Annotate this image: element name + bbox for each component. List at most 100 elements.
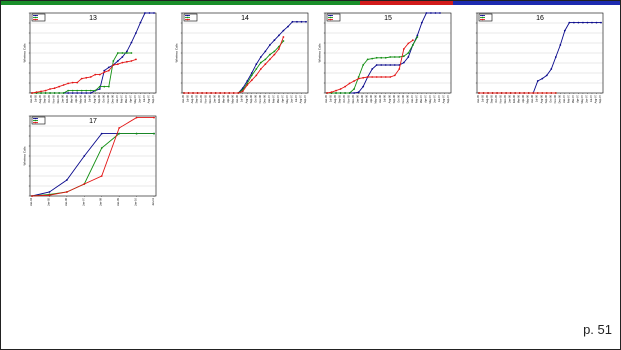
data-point xyxy=(366,58,369,61)
data-point xyxy=(371,68,374,70)
series-line xyxy=(478,92,557,94)
data-point xyxy=(407,42,410,45)
x-tick-label: Dec-06 xyxy=(262,94,266,103)
x-tick-label: Aug-07 xyxy=(593,94,597,103)
data-point xyxy=(40,92,42,94)
data-point xyxy=(259,61,262,64)
data-point xyxy=(98,88,101,90)
x-tick-label: Aug-05 xyxy=(485,94,489,103)
x-tick-label: Jun-05 xyxy=(29,94,33,102)
x-tick-label: Jul-05 xyxy=(481,94,485,102)
data-point xyxy=(58,92,61,94)
data-point xyxy=(98,85,101,88)
x-tick-label: May-06 xyxy=(526,94,530,103)
chart-title: 17 xyxy=(89,118,97,125)
top-bar-green xyxy=(1,1,361,5)
data-point xyxy=(282,40,285,42)
data-point xyxy=(362,85,365,88)
data-point xyxy=(273,53,276,56)
legend-marker xyxy=(481,17,484,19)
x-tick-label: Oct-05 xyxy=(47,94,51,102)
data-point xyxy=(76,89,79,92)
x-tick-label: Dec-06 xyxy=(557,94,561,103)
legend xyxy=(326,13,341,22)
x-tick-label: Sep-07 xyxy=(598,94,602,103)
data-point xyxy=(130,41,133,44)
x-tick-label: Dec-05 xyxy=(351,94,355,103)
legend-marker xyxy=(329,15,332,17)
data-point xyxy=(362,76,365,79)
x-tick-label: Apr-06 xyxy=(369,94,373,102)
x-tick-label: Dec-06 xyxy=(110,94,114,103)
y-axis-label: Wireless Calls xyxy=(318,43,322,63)
data-point xyxy=(246,84,249,86)
data-point xyxy=(49,92,51,94)
data-point xyxy=(250,74,253,77)
x-tick-label: Sep-07 xyxy=(446,94,450,103)
data-point xyxy=(357,76,360,78)
data-point xyxy=(65,191,68,193)
series-line xyxy=(183,40,285,94)
data-point xyxy=(586,21,589,24)
x-tick-label: Jan-06 xyxy=(356,94,360,102)
grid-lines xyxy=(182,22,308,84)
data-point xyxy=(393,56,396,58)
data-point xyxy=(425,12,428,14)
data-point xyxy=(491,92,494,94)
data-point xyxy=(112,60,115,62)
x-tick-label: Sep-06 xyxy=(97,94,101,103)
x-tick-label: Mar-06 xyxy=(517,94,521,103)
data-point xyxy=(250,79,253,82)
legend-box xyxy=(478,13,493,22)
x-tick-label: Dec-05 xyxy=(56,94,60,103)
data-point xyxy=(407,56,410,58)
data-point xyxy=(402,55,405,58)
legend-box xyxy=(31,116,46,125)
x-tick-label: Jan-08 xyxy=(99,197,103,205)
data-point xyxy=(80,92,83,94)
x-tick-label: Jan-07 xyxy=(267,94,271,102)
x-tick-label: Dec-05 xyxy=(503,94,507,103)
data-point xyxy=(545,74,548,77)
data-point xyxy=(411,39,414,42)
legend xyxy=(31,13,46,22)
data-point xyxy=(83,183,86,185)
data-point xyxy=(153,12,155,14)
x-tick-label: Jan-06 xyxy=(213,94,217,102)
data-point xyxy=(121,61,124,64)
data-point xyxy=(107,69,110,72)
x-tick-label: Nov-06 xyxy=(258,94,262,103)
data-point xyxy=(514,92,517,94)
data-point xyxy=(228,92,231,94)
data-point xyxy=(35,91,38,94)
data-point xyxy=(130,60,133,62)
x-tick-label: May-07 xyxy=(580,94,584,103)
x-tick-label: Jul-05 xyxy=(329,94,333,102)
x-tick-label: Jan-06 xyxy=(64,197,68,205)
data-point xyxy=(273,39,276,42)
x-tick-label: Jul-07 xyxy=(294,94,298,102)
data-point xyxy=(326,92,328,94)
grid-lines xyxy=(30,125,156,187)
data-point xyxy=(76,92,79,94)
data-point xyxy=(268,58,271,61)
series-line xyxy=(31,116,155,197)
top-bar-red xyxy=(360,1,453,5)
data-point xyxy=(380,56,383,59)
data-point xyxy=(541,77,544,80)
x-tick-label: Feb-07 xyxy=(119,94,123,103)
data-point xyxy=(287,25,289,28)
data-point xyxy=(118,132,121,135)
data-point xyxy=(103,69,106,72)
x-tick-label: Nov-05 xyxy=(347,94,351,103)
data-point xyxy=(353,92,356,94)
x-tick-label: Aug-06 xyxy=(244,94,248,103)
data-point xyxy=(339,92,342,94)
data-point xyxy=(416,34,419,37)
grid-lines xyxy=(30,22,156,84)
data-point xyxy=(305,20,307,23)
x-tick-label: Jun-06 xyxy=(378,94,382,102)
x-tick-label: Jan-10 xyxy=(134,197,138,205)
x-tick-label: Nov-05 xyxy=(499,94,503,103)
